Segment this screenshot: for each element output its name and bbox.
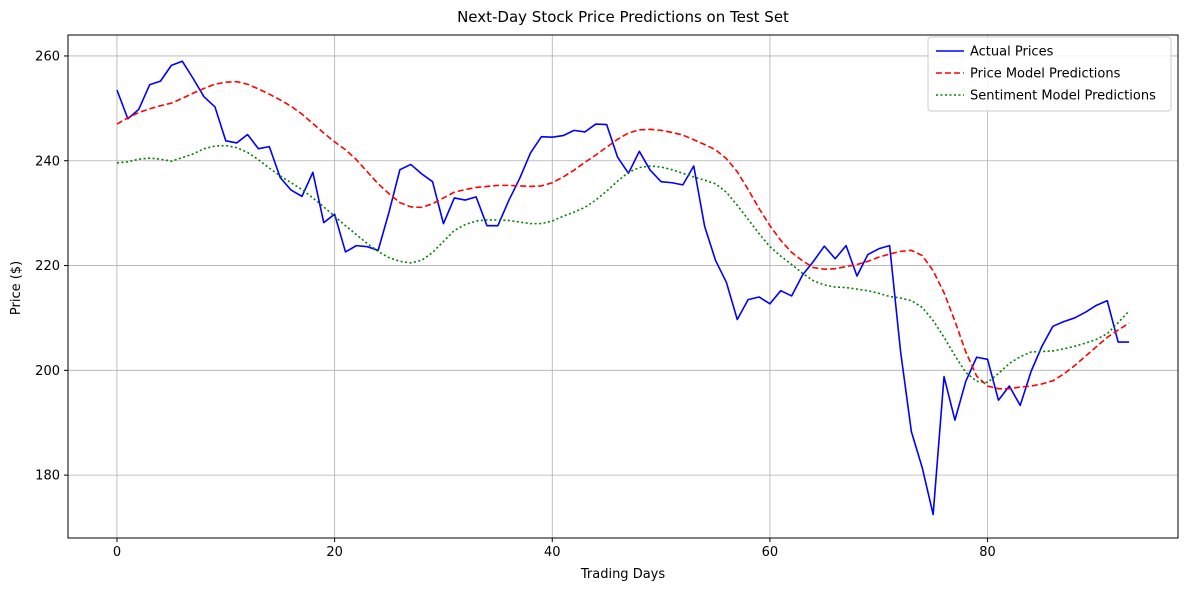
x-tick-label: 0 [113, 545, 121, 560]
y-tick-label: 200 [35, 364, 60, 379]
y-tick-label: 180 [35, 469, 60, 484]
x-tick-label: 80 [979, 545, 996, 560]
y-tick-label: 240 [35, 154, 60, 169]
legend-entry-1: Price Model Predictions [970, 67, 1121, 82]
axes-frame [67, 34, 1179, 539]
y-tick-label: 220 [35, 259, 60, 274]
ticks: 0 20 40 60 80 180 200 220 240 260 [35, 49, 996, 560]
series-line-0 [116, 60, 1130, 516]
legend: Actual Prices Price Model Predictions Sent… [927, 36, 1172, 112]
y-tick-label: 260 [35, 49, 60, 64]
legend-entry-2: Sentiment Model Predictions [970, 89, 1156, 104]
x-tick-label: 40 [544, 545, 561, 560]
plot-area-border [67, 34, 1179, 539]
y-axis-label: Price ($) [9, 261, 24, 315]
x-axis-label: Trading Days [580, 567, 665, 582]
chart-title: Next-Day Stock Price Predictions on Test… [457, 8, 789, 26]
series-group [116, 60, 1130, 516]
series-line-1 [116, 80, 1130, 390]
series-line-2 [116, 144, 1130, 384]
x-tick-label: 60 [762, 545, 779, 560]
x-tick-label: 20 [326, 545, 343, 560]
legend-entry-0: Actual Prices [970, 45, 1054, 60]
legend-box [927, 36, 1172, 112]
